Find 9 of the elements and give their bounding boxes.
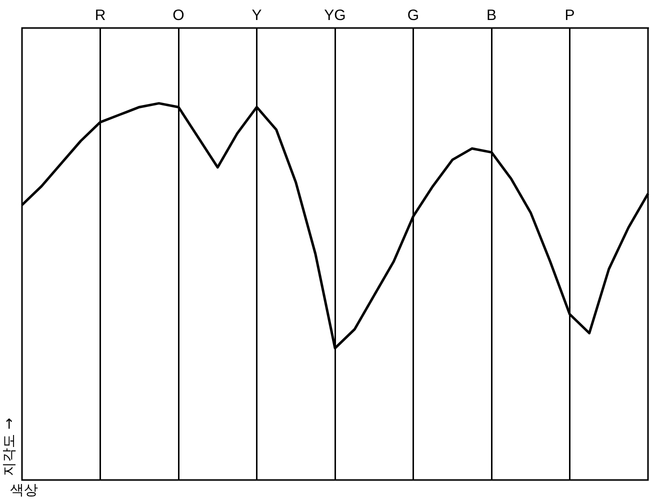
x-tick-label: P <box>564 7 575 24</box>
x-tick-label: R <box>94 7 106 24</box>
x-tick-label: G <box>407 7 420 24</box>
x-tick-label: B <box>486 7 497 24</box>
y-axis-title: 지각도 → <box>2 418 18 476</box>
x-tick-label: Y <box>252 7 262 24</box>
x-tick-label: O <box>172 7 184 24</box>
x-axis-title: 색상 <box>10 482 38 499</box>
x-tick-label: YG <box>324 7 346 24</box>
